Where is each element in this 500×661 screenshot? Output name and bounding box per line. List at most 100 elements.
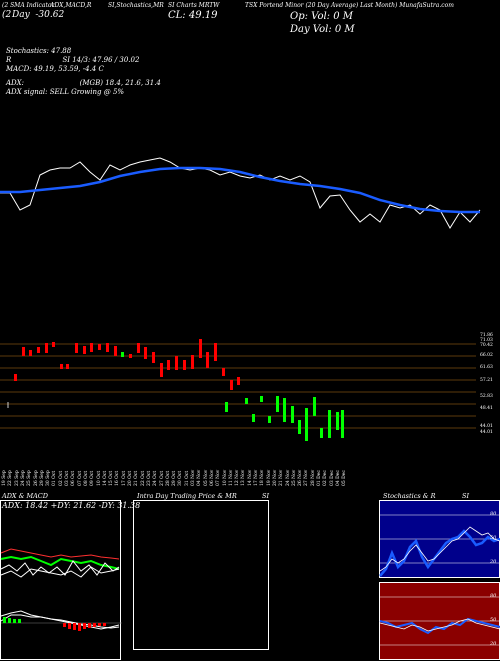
date-label: 04 Dec (335, 470, 341, 486)
adx-line-white (0, 560, 120, 576)
candle (191, 355, 194, 369)
price-level-label: 71.03 (480, 338, 493, 343)
date-label: 10 Nov (222, 469, 228, 486)
candle (199, 339, 202, 358)
date-label: 30 Sep (46, 470, 52, 486)
header-day: Day -30.62 (12, 10, 65, 20)
date-label: 06 Nov (209, 469, 215, 486)
price-line (0, 157, 481, 229)
candle (283, 398, 286, 422)
date-label: 29 Oct (172, 470, 178, 486)
date-label: 17 Oct (121, 470, 127, 486)
candle (144, 347, 147, 359)
rsi-value: R SI 14/3: 47.96 / 30.02 (6, 56, 140, 64)
stoch-level: 50 (490, 535, 497, 541)
header-col3: SI,Stochastics,MR (108, 2, 164, 9)
date-label: 06 Oct (71, 470, 77, 486)
candle (305, 408, 308, 441)
candle (14, 374, 17, 381)
candle (336, 412, 339, 430)
date-label: 18 Nov (260, 469, 266, 486)
candle (320, 428, 323, 438)
candle (45, 343, 48, 353)
date-label: 11 Nov (228, 469, 234, 486)
candle (276, 396, 279, 412)
date-label: 09 Oct (90, 470, 96, 486)
date-label: 01 Oct (52, 470, 58, 486)
header-big-left: (2 (2, 10, 12, 20)
price-level-label: 44.01 (480, 430, 493, 435)
rsi-panel: 80 50 20 (379, 582, 500, 660)
date-label: 14 Nov (247, 469, 253, 486)
date-label: 08 Oct (83, 470, 89, 486)
date-label: 19 Sep (2, 470, 7, 486)
candle (225, 402, 228, 412)
candle (160, 363, 163, 377)
candle (230, 380, 233, 390)
intraday-panel-suffix: SI (262, 492, 270, 500)
date-label: 10 Oct (96, 470, 102, 486)
stoch-d (379, 526, 500, 572)
candle (183, 360, 186, 370)
candle (152, 352, 155, 363)
candle (328, 410, 331, 438)
date-label: 05 Dec (342, 470, 348, 486)
stochastics-value: Stochastics: 47.88 (6, 47, 72, 55)
date-label: 24 Nov (285, 469, 291, 486)
date-label: 03 Nov (191, 469, 196, 486)
date-label: 01 Dec (317, 470, 322, 486)
stochastics-plot (379, 514, 500, 577)
adx-value: ADX: (MGB) 18.4, 21.6, 31.4 (6, 79, 161, 87)
stoch-level: 20 (490, 559, 497, 565)
rsi-level: 20 (490, 641, 497, 647)
candle (66, 364, 69, 369)
candle (114, 346, 117, 356)
candle (341, 410, 344, 438)
price-level-label: 66.02 (480, 353, 493, 358)
candle (245, 398, 248, 404)
date-label: 25 Sep (27, 470, 33, 486)
header-col4: SI Charts MRTW (168, 2, 220, 9)
op-vol: Op: Vol: 0 M (290, 11, 353, 22)
adx-panel-title: ADX & MACD (2, 492, 48, 500)
date-label: 13 Nov (241, 469, 247, 486)
header-cl: CL: 49.19 (168, 10, 218, 21)
date-label: 21 Oct (134, 470, 140, 486)
adx-line-red (0, 548, 120, 560)
candle (313, 397, 316, 416)
date-label: 22 Oct (140, 470, 146, 486)
adx-values: ADX: 18.42 +DY: 21.62 -DY: 31.38 (2, 501, 141, 510)
date-label: 24 Oct (153, 470, 159, 486)
price-level-label: 48.41 (480, 406, 493, 411)
price-level-label: 44.01 (480, 424, 493, 429)
rsi-plot (379, 596, 500, 646)
adx-panel: ADX: 18.42 +DY: 21.62 -DY: 31.38 (0, 500, 140, 660)
price-level-label: 61.63 (480, 365, 493, 370)
macd-value: MACD: 49.19, 53.59, -4.4 C (6, 65, 104, 73)
candle (29, 350, 32, 356)
intraday-panel-title: Intra Day Trading Price & MR (137, 492, 237, 500)
date-label: 14 Oct (102, 470, 108, 486)
date-label: 12 Nov (235, 469, 241, 486)
date-label: 31 Oct (184, 470, 190, 486)
candle (98, 344, 101, 350)
rsi-line-white (379, 618, 500, 632)
macd-signal (0, 614, 120, 629)
intraday-panel (133, 500, 269, 650)
date-label: 20 Nov (272, 469, 278, 486)
date-label: 29 Sep (39, 470, 45, 486)
candle (252, 414, 255, 422)
price-chart (0, 157, 481, 441)
candle (121, 352, 124, 357)
rsi-level: 50 (490, 617, 497, 623)
adx-signal: ADX signal: SELL Growing @ 5% (6, 88, 125, 96)
header-col2: ADX,MACD,R (50, 2, 92, 9)
date-label: 28 Nov (310, 469, 316, 486)
date-label: 20 Oct (128, 470, 133, 486)
candle (237, 377, 240, 385)
adx-line-green (0, 555, 120, 570)
date-label: 28 Oct (165, 470, 171, 486)
day-vol: Day Vol: 0 M (290, 24, 355, 35)
candle (206, 352, 209, 368)
stochastics-panel: 80 50 20 (379, 500, 500, 578)
